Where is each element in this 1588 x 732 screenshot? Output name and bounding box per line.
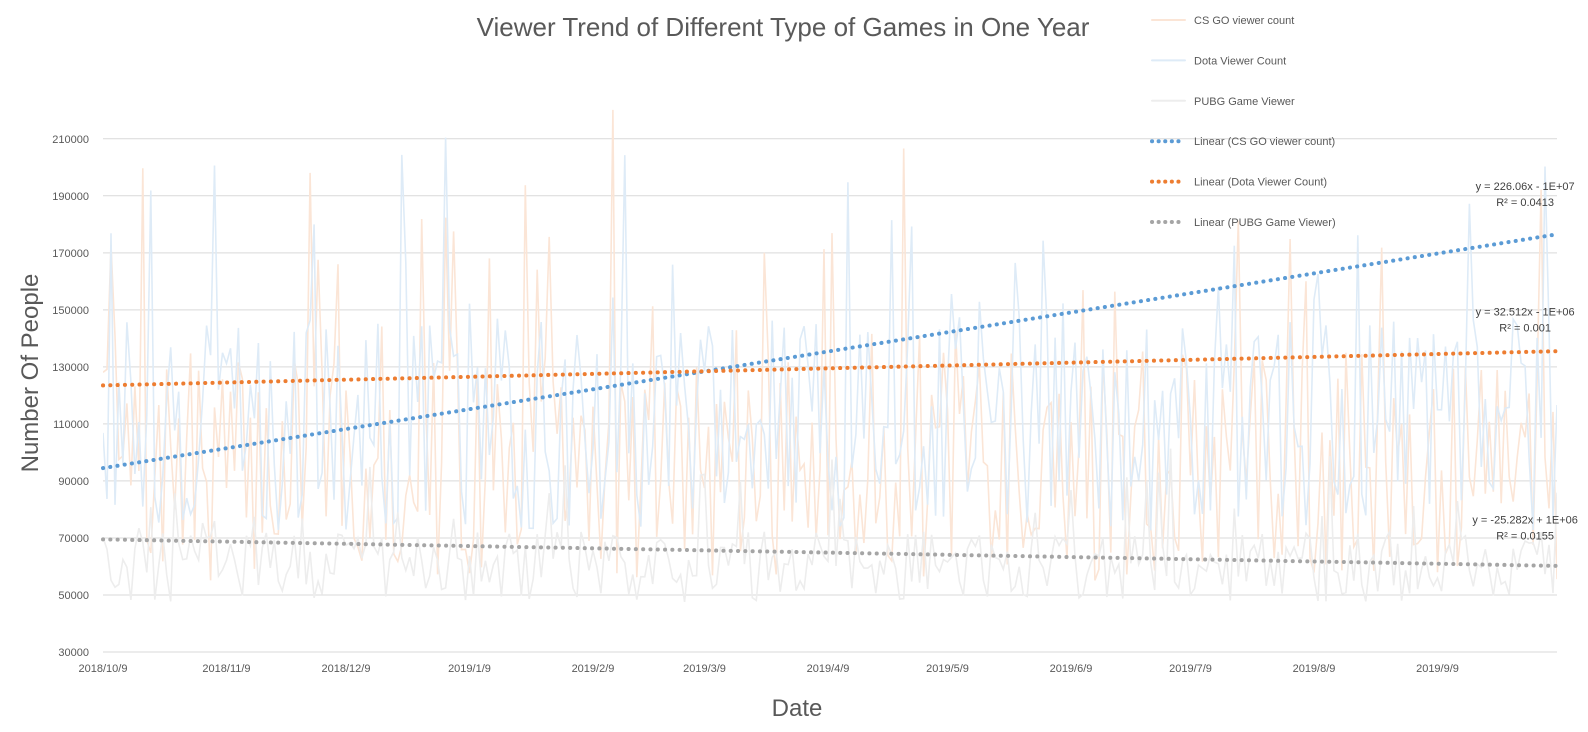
trendline-2: [101, 537, 1559, 568]
legend: CS GO viewer count Dota Viewer Count PUBG …: [1150, 15, 1336, 229]
y-tick-label: 30000: [58, 647, 89, 659]
y-axis-ticks: 30000 50000 70000 90000 110000 130000 150000 17…: [52, 134, 89, 659]
y-tick-label: 50000: [58, 590, 89, 602]
trend-r2-0: R² = 0.0413: [1496, 197, 1554, 209]
y-axis-title: Number Of People: [17, 274, 44, 473]
y-tick-label: 150000: [52, 305, 89, 317]
chart-title: Viewer Trend of Different Type of Games …: [477, 12, 1090, 42]
trend-r2-2: R² = 0.0155: [1496, 531, 1554, 543]
y-tick-label: 130000: [52, 362, 89, 374]
x-tick-label: 2019/6/9: [1050, 663, 1093, 675]
trendline-0: [101, 232, 1559, 471]
x-tick-label: 2019/1/9: [448, 663, 491, 675]
raw-series-group: [103, 109, 1557, 603]
trend-equation-2: y = -25.282x + 1E+06: [1472, 515, 1578, 527]
y-tick-label: 110000: [53, 419, 89, 431]
x-tick-label: 2019/5/9: [926, 663, 969, 675]
legend-label: Linear (Dota Viewer Count): [1194, 177, 1327, 189]
x-tick-label: 2018/12/9: [322, 663, 371, 675]
legend-label: CS GO viewer count: [1194, 15, 1294, 27]
y-tick-label: 190000: [52, 191, 89, 203]
x-tick-label: 2019/3/9: [683, 663, 726, 675]
raw-line-1: [103, 137, 1557, 531]
trendline-1: [101, 349, 1559, 388]
y-tick-label: 90000: [58, 476, 89, 488]
trend-r2-1: R² = 0.001: [1499, 323, 1551, 335]
trend-equation-1: y = 32.512x - 1E+06: [1476, 307, 1575, 319]
legend-label: Linear (PUBG Game Viewer): [1194, 217, 1336, 229]
raw-line-0: [103, 109, 1557, 581]
x-tick-label: 2019/2/9: [572, 663, 615, 675]
x-tick-label: 2019/8/9: [1293, 663, 1336, 675]
x-axis-ticks: 2018/10/9 2018/11/9 2018/12/9 2019/1/9 2019/…: [79, 663, 1459, 675]
x-tick-label: 2019/4/9: [807, 663, 850, 675]
x-axis-title: Date: [772, 695, 823, 722]
y-tick-label: 70000: [58, 533, 89, 545]
legend-label: Linear (CS GO viewer count): [1194, 136, 1335, 148]
y-tick-label: 170000: [52, 248, 89, 260]
x-tick-label: 2018/11/9: [202, 663, 250, 675]
trend-equations: y = 226.06x - 1E+07 R² = 0.0413 y = 32.512…: [1472, 181, 1578, 543]
x-tick-label: 2019/9/9: [1416, 663, 1459, 675]
trend-equation-0: y = 226.06x - 1E+07: [1476, 181, 1575, 193]
legend-label: Dota Viewer Count: [1194, 55, 1286, 67]
x-tick-label: 2018/10/9: [79, 663, 128, 675]
y-tick-label: 210000: [52, 134, 89, 146]
legend-label: PUBG Game Viewer: [1194, 96, 1295, 108]
trendline-group: [101, 232, 1559, 568]
x-tick-label: 2019/7/9: [1169, 663, 1212, 675]
